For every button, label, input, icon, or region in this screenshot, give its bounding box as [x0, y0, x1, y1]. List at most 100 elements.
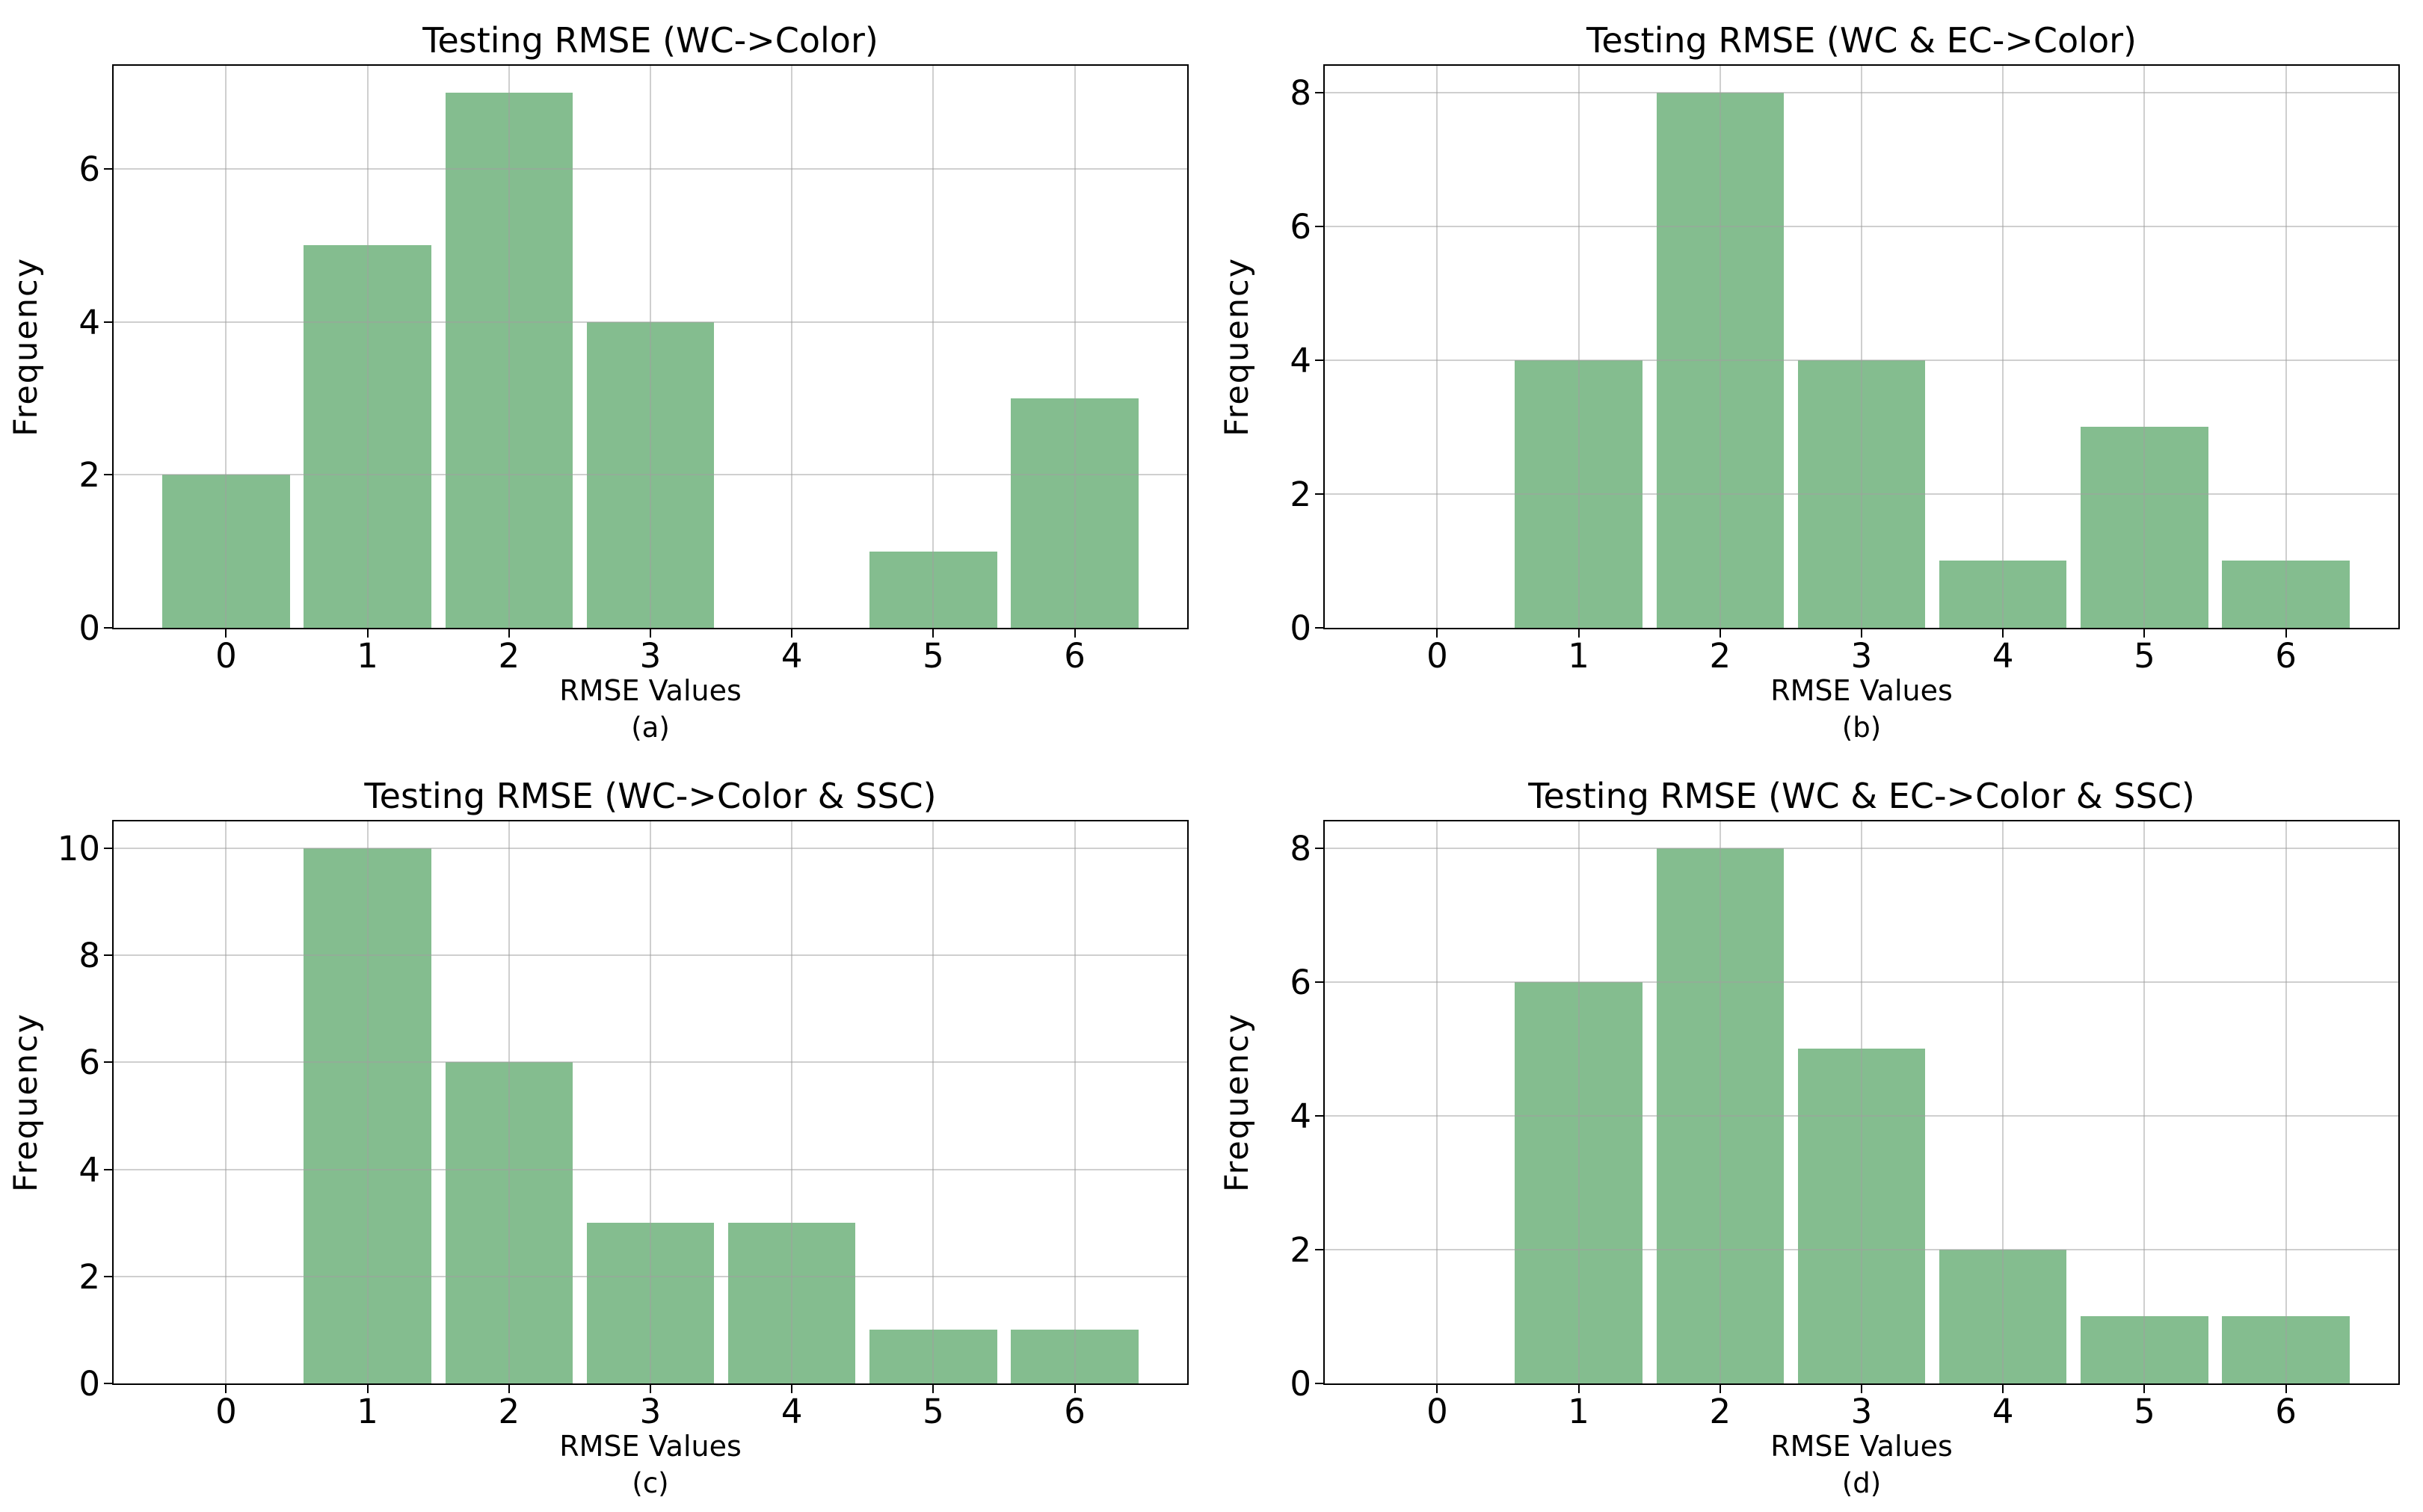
x-tick-label: 5	[2134, 1392, 2155, 1431]
x-gridline	[791, 821, 793, 1383]
y-tick-label: 4	[78, 302, 100, 342]
y-tick-label: 8	[1290, 828, 1311, 868]
x-gridline	[932, 66, 935, 628]
x-axis-label: RMSE Values	[1770, 1430, 1953, 1463]
y-tick-label: 8	[1290, 72, 1311, 113]
x-tick-mark	[1577, 1385, 1580, 1393]
plot-area: Frequency 0 1 2 3 4 5 6 0 2 4 6 8 10	[7, 820, 1189, 1428]
x-tick-mark	[1719, 629, 1721, 638]
x-tick-mark	[791, 629, 793, 638]
x-tick-mark	[1861, 1385, 1862, 1393]
chart-title: Testing RMSE (WC & EC->Color & SSC)	[1528, 776, 2195, 817]
x-gridline	[1719, 821, 1721, 1383]
y-tick-mark	[1315, 359, 1323, 361]
y-axis-label: Frequency	[7, 1012, 45, 1193]
y-tick-mark	[104, 1061, 112, 1064]
x-gridline	[366, 66, 369, 628]
y-tick-mark	[1315, 1248, 1323, 1250]
x-gridline	[2285, 821, 2287, 1383]
y-tick-label: 4	[1290, 340, 1311, 380]
chart-title: Testing RMSE (WC->Color)	[422, 20, 878, 61]
x-tick-label: 6	[1064, 636, 1086, 676]
y-tick-mark	[1315, 1383, 1323, 1384]
x-tick-mark	[2002, 1385, 2004, 1393]
x-gridline	[932, 821, 935, 1383]
x-tick-mark	[1436, 629, 1438, 638]
y-tick-label: 0	[78, 608, 100, 648]
y-tick-mark	[1315, 847, 1323, 849]
x-gridline	[650, 66, 651, 628]
x-gridline	[1436, 821, 1438, 1383]
y-gridline	[1325, 225, 2398, 227]
x-gridline	[366, 821, 369, 1383]
y-gridline	[114, 954, 1187, 957]
y-gridline	[1325, 359, 2398, 361]
y-tick-mark	[1315, 225, 1323, 227]
y-tick-mark	[104, 321, 112, 323]
y-gridline	[114, 1275, 1187, 1277]
x-tick-mark	[1074, 629, 1076, 638]
y-tick-mark	[104, 1275, 112, 1277]
x-tick-label: 2	[498, 1392, 520, 1431]
y-tick-label: 4	[78, 1150, 100, 1190]
y-tick-label: 6	[1290, 206, 1311, 247]
x-gridline	[1436, 66, 1438, 628]
y-gridline	[114, 321, 1187, 323]
x-tick-label: 3	[639, 1392, 662, 1431]
y-gridline	[1325, 847, 2398, 849]
y-gridline	[1325, 493, 2398, 495]
x-tick-mark	[225, 1385, 227, 1393]
x-tick-mark	[1577, 629, 1580, 638]
x-tick-label: 0	[215, 636, 237, 676]
x-tick-label: 3	[639, 636, 662, 676]
y-tick-label: 2	[78, 455, 100, 496]
subplot-caption: (d)	[1841, 1467, 1882, 1499]
y-gridline	[114, 847, 1187, 849]
x-tick-mark	[650, 629, 651, 638]
chart-title: Testing RMSE (WC & EC->Color)	[1586, 20, 2137, 61]
x-tick-mark	[1074, 1385, 1076, 1393]
x-axis-label: RMSE Values	[559, 1430, 742, 1463]
y-gridline	[1325, 981, 2398, 983]
y-tick-mark	[1315, 981, 1323, 983]
y-gridline	[114, 1061, 1187, 1064]
y-tick-mark	[1315, 91, 1323, 93]
y-tick-label: 8	[78, 936, 100, 976]
subplot-d: Testing RMSE (WC & EC->Color & SSC) Freq…	[1211, 756, 2423, 1512]
subplot-caption: (c)	[632, 1467, 669, 1499]
x-tick-label: 4	[781, 1392, 803, 1431]
x-tick-label: 5	[923, 636, 944, 676]
y-tick-label: 6	[78, 149, 100, 190]
subplot-a: Testing RMSE (WC->Color) Frequency 0 1 2 3 4…	[0, 0, 1211, 756]
y-gridline	[1325, 1248, 2398, 1250]
x-tick-label: 0	[1426, 636, 1448, 676]
x-tick-label: 6	[2275, 1392, 2297, 1431]
x-gridline	[225, 66, 227, 628]
x-tick-label: 4	[1992, 636, 2014, 676]
x-tick-mark	[1436, 1385, 1438, 1393]
y-tick-mark	[104, 627, 112, 629]
x-tick-mark	[2002, 629, 2004, 638]
x-tick-mark	[791, 1385, 793, 1393]
x-tick-label: 2	[1709, 636, 1731, 676]
x-gridline	[2143, 821, 2146, 1383]
subplot-caption: (b)	[1841, 712, 1882, 744]
x-tick-label: 1	[1568, 1392, 1589, 1431]
subplot-b: Testing RMSE (WC & EC->Color) Frequency …	[1211, 0, 2423, 756]
y-tick-mark	[104, 168, 112, 170]
x-gridline	[2143, 66, 2146, 628]
x-tick-mark	[1719, 1385, 1721, 1393]
x-gridline	[2002, 66, 2004, 628]
x-tick-mark	[508, 1385, 510, 1393]
x-gridline	[2002, 821, 2004, 1383]
x-tick-mark	[508, 629, 510, 638]
y-axis-label: Frequency	[7, 256, 45, 437]
x-tick-mark	[932, 629, 935, 638]
y-tick-label: 0	[1290, 1364, 1311, 1404]
x-gridline	[1861, 66, 1862, 628]
x-gridline	[791, 66, 793, 628]
x-tick-mark	[932, 1385, 935, 1393]
